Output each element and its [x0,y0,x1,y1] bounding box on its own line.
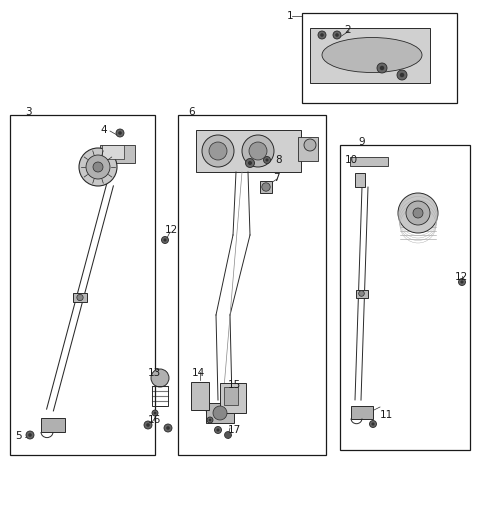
Bar [224,387,238,405]
Circle shape [377,63,387,73]
Text: 6: 6 [188,107,194,117]
Bar [41,418,65,432]
Circle shape [264,157,271,163]
Circle shape [320,33,324,37]
Circle shape [304,139,316,151]
Circle shape [93,162,103,172]
Circle shape [151,369,169,387]
Bar [355,173,365,187]
Text: 16: 16 [148,415,161,425]
Circle shape [359,291,364,296]
Circle shape [216,429,219,432]
Circle shape [146,423,150,427]
Circle shape [79,148,117,186]
Text: 9: 9 [358,137,365,147]
Circle shape [413,208,423,218]
Circle shape [245,159,254,167]
Bar [10,115,155,455]
Bar [100,145,135,163]
Text: 15: 15 [228,380,241,390]
Circle shape [207,417,213,423]
Circle shape [209,419,211,421]
Bar [220,383,246,413]
Text: 13: 13 [148,368,161,378]
Circle shape [209,142,227,160]
Text: 10: 10 [345,155,358,165]
Circle shape [116,129,124,137]
Bar [206,403,234,423]
Bar [351,406,373,418]
Circle shape [163,239,167,242]
Circle shape [318,31,326,39]
Circle shape [380,66,384,70]
Bar [356,289,368,297]
Text: 17: 17 [228,425,241,435]
Bar [178,115,326,455]
Text: 3: 3 [25,107,32,117]
Text: 14: 14 [192,368,205,378]
Circle shape [265,158,269,162]
Circle shape [458,279,466,286]
Circle shape [202,135,234,167]
Circle shape [262,183,270,191]
Circle shape [161,237,168,244]
Bar [73,293,87,302]
Text: 2: 2 [344,25,350,35]
Text: 12: 12 [455,272,468,282]
Circle shape [154,412,156,414]
Circle shape [400,73,404,77]
Circle shape [215,426,221,434]
Text: 8: 8 [275,155,282,165]
Text: 12: 12 [165,225,178,235]
Circle shape [164,424,172,432]
Circle shape [248,161,252,165]
Circle shape [406,201,430,225]
Circle shape [249,142,267,160]
Circle shape [152,410,158,416]
Circle shape [333,31,341,39]
Circle shape [213,406,227,420]
Text: 1: 1 [287,11,294,21]
Bar [152,386,168,406]
Bar [102,145,124,159]
Bar [340,145,470,450]
Bar [191,382,209,410]
Bar [260,181,272,193]
Circle shape [166,426,170,430]
Circle shape [398,193,438,233]
Bar [302,13,457,103]
Circle shape [77,294,83,301]
Bar [310,28,430,83]
Text: 5: 5 [15,431,22,441]
Circle shape [225,432,231,438]
Text: 11: 11 [380,410,393,420]
Bar [298,137,318,161]
Text: 4: 4 [100,125,107,135]
Circle shape [86,155,110,179]
Text: 7: 7 [273,173,280,183]
Circle shape [397,70,407,80]
Circle shape [26,431,34,439]
Circle shape [242,135,274,167]
Circle shape [28,433,32,437]
Circle shape [460,281,464,284]
Ellipse shape [322,37,422,73]
Circle shape [372,422,374,425]
Circle shape [144,421,152,429]
Circle shape [118,131,122,135]
Bar [196,130,301,172]
Circle shape [370,420,376,428]
Circle shape [335,33,339,37]
Bar [350,157,388,166]
